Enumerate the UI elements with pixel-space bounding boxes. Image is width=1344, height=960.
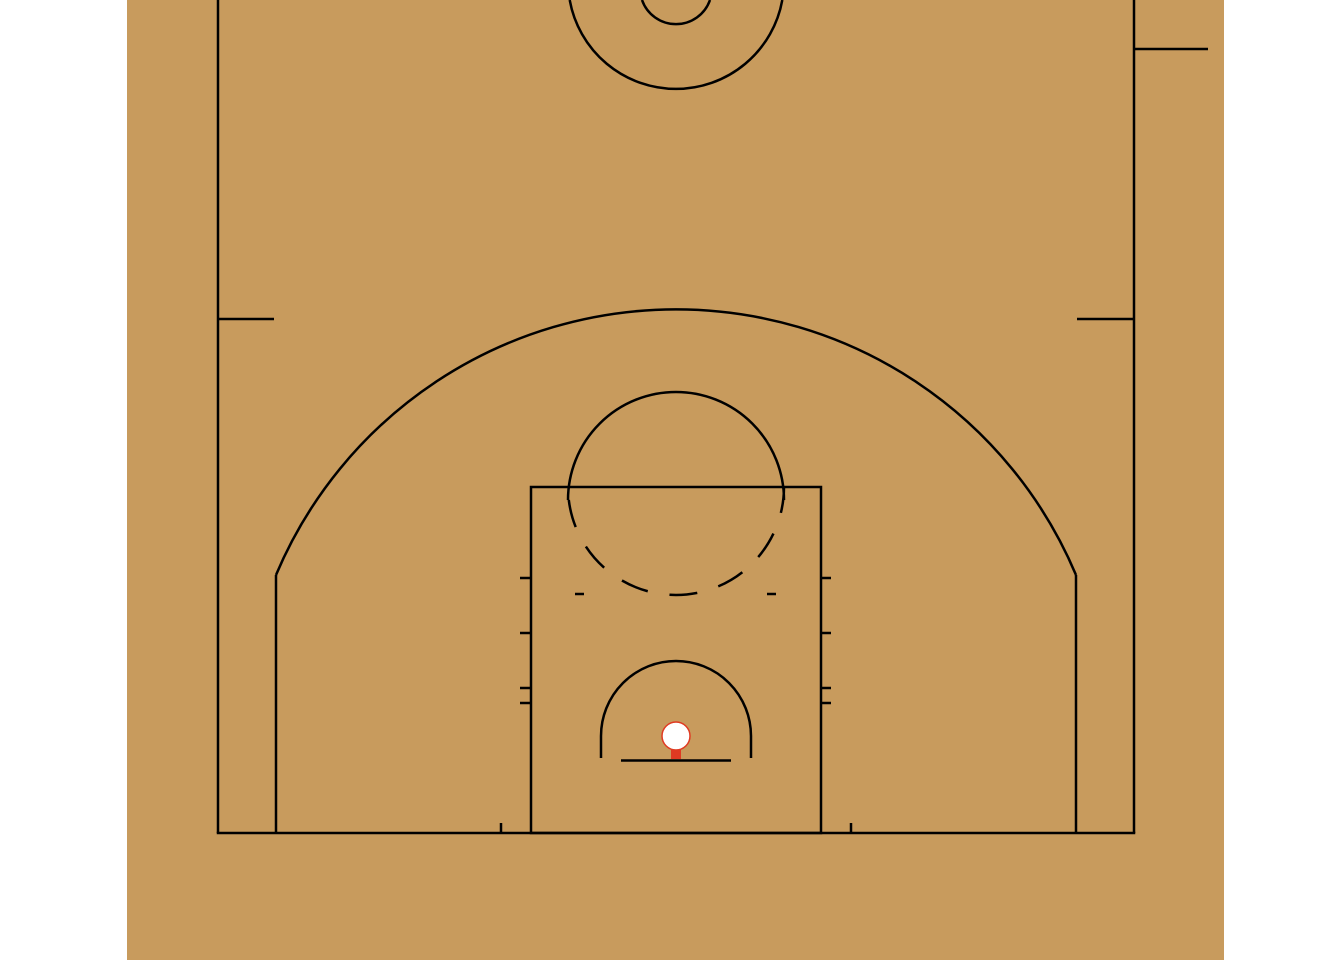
free-throw-circle — [566, 390, 786, 501]
rim — [661, 721, 691, 751]
three-point-arc — [274, 308, 1078, 576]
rim-neck — [671, 745, 681, 759]
center-circle-inner — [640, 0, 712, 26]
restricted-area-arc — [599, 659, 753, 758]
court-floor — [127, 0, 1224, 960]
court-lines — [216, 0, 1208, 835]
paint — [529, 485, 823, 835]
free-throw-circle-dashed-half — [566, 486, 786, 597]
center-circle — [568, 0, 784, 91]
